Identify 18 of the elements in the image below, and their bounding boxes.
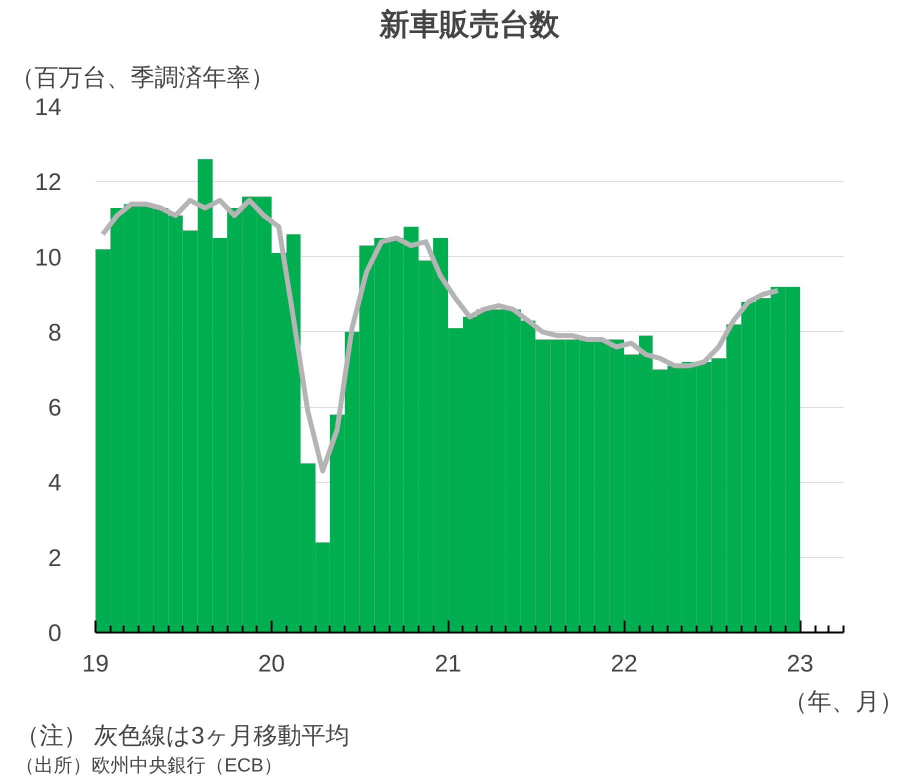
y-tick-label: 0: [48, 620, 62, 647]
y-tick-label: 14: [34, 94, 62, 121]
text: （注） 灰色線は3ヶ月移動平均: [16, 722, 350, 750]
y-tick-label: 4: [48, 470, 62, 497]
x-tick-label: 23: [786, 650, 814, 678]
y-axis-title: （百万台、季調済年率）: [10, 64, 274, 92]
x-tick-label: 21: [434, 650, 462, 678]
y-tick-label: 8: [48, 319, 62, 346]
y-tick-label: 2: [48, 544, 62, 572]
text: （出所）欧州中央銀行（ECB）: [16, 756, 283, 776]
y-tick-label: 6: [48, 394, 62, 422]
x-tick-label: 19: [82, 650, 109, 678]
x-tick-label: 20: [258, 650, 285, 678]
chart-title: 新車販売台数: [378, 8, 560, 42]
y-tick-label: 10: [34, 244, 62, 272]
x-axis-title: （年、月）: [784, 688, 904, 716]
x-tick-label: 22: [610, 650, 638, 678]
y-tick-label: 12: [34, 169, 62, 196]
